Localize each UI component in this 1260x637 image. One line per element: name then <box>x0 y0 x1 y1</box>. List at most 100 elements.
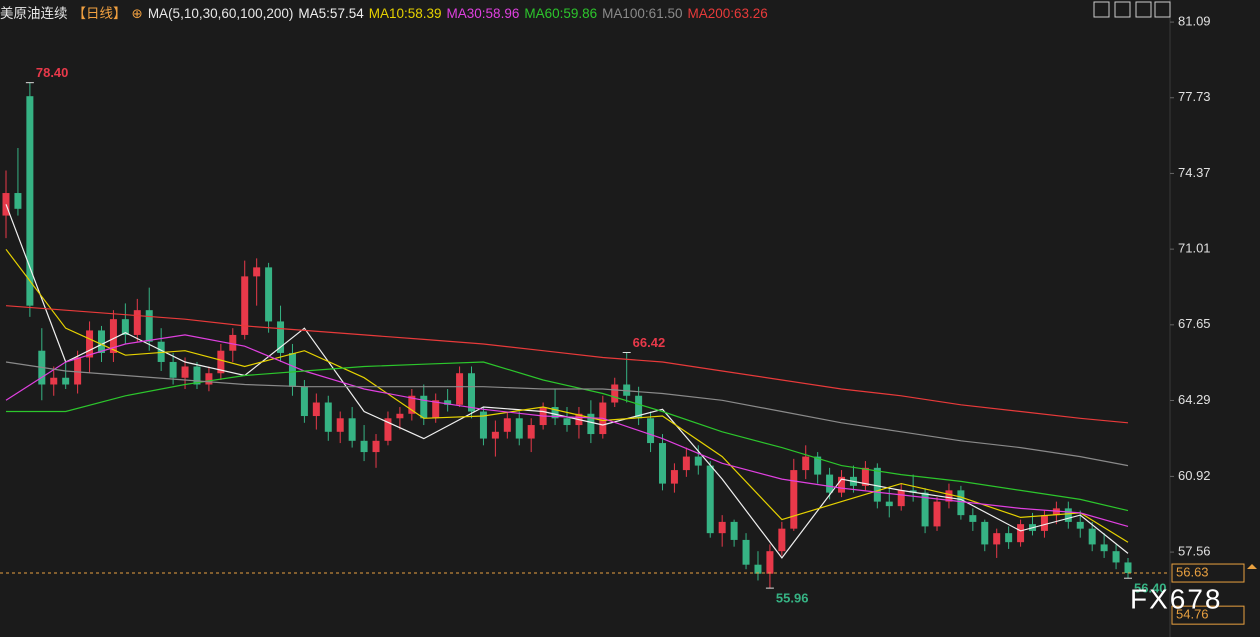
candle-body <box>133 310 141 335</box>
candle-body <box>933 501 941 527</box>
candle-body <box>766 551 774 574</box>
legend-entry: MA200:63.26 <box>687 6 768 21</box>
candle-body <box>1076 521 1084 529</box>
candle-body <box>718 521 726 534</box>
candle-body <box>945 490 953 502</box>
candle-body <box>97 330 105 353</box>
candle-body <box>121 319 129 335</box>
candle-body <box>217 350 225 374</box>
candle-body <box>229 334 237 351</box>
candle-body <box>814 456 822 475</box>
candle-body <box>921 492 929 527</box>
ma-line <box>6 361 1129 512</box>
tool-button[interactable] <box>1093 1 1110 18</box>
price-arrow <box>1247 564 1257 569</box>
legend-entry: MA100:61.50 <box>602 6 683 21</box>
legend-entry: MA30:58.96 <box>446 6 520 21</box>
legend: MA5:57.54 MA10:58.39 MA30:58.96 MA60:59.86 M… <box>298 6 772 21</box>
period[interactable]: 【日线】 <box>72 6 127 21</box>
ma-line <box>5 305 1129 424</box>
candle-body <box>730 521 738 540</box>
candle-body <box>838 476 846 493</box>
ma-line <box>5 248 1129 543</box>
candle-body <box>86 330 94 358</box>
candle-body <box>563 418 571 426</box>
price-tag-box <box>1171 605 1245 625</box>
candle-body <box>2 193 10 216</box>
candle-body <box>26 96 34 306</box>
candle-body <box>300 386 308 417</box>
y-tick-label: 64.29 <box>1178 392 1211 407</box>
candle-body <box>241 276 249 335</box>
candle-body <box>193 366 201 385</box>
tool-button[interactable] <box>1135 1 1152 18</box>
candle-body <box>503 418 511 432</box>
candle-body <box>288 352 296 387</box>
candle-body <box>479 411 487 439</box>
candle-body <box>181 366 189 378</box>
candle-body <box>14 193 22 209</box>
y-tick-label: 77.73 <box>1178 89 1211 104</box>
candle-body <box>754 564 762 574</box>
extreme-label: 78.40 <box>36 65 69 80</box>
tool-button[interactable] <box>1154 1 1171 18</box>
candle-body <box>969 515 977 522</box>
toolbar[interactable] <box>1093 1 1171 18</box>
candle-body <box>62 377 70 385</box>
candle-body <box>670 470 678 484</box>
candle-body <box>1124 562 1132 574</box>
candle-body <box>420 395 428 419</box>
candle-body <box>336 418 344 432</box>
candle-body <box>253 267 261 277</box>
candle-body <box>551 407 559 419</box>
price-tag: 54.76 <box>1176 607 1209 622</box>
candle-body <box>587 413 595 435</box>
candle-body <box>205 373 213 385</box>
legend-entry: MA60:59.86 <box>524 6 598 21</box>
candle-body <box>790 470 798 529</box>
candle-body <box>635 395 643 419</box>
extreme-label: 66.42 <box>633 335 666 350</box>
candle-body <box>109 319 117 353</box>
candle-body <box>873 467 881 502</box>
candle-body <box>647 418 655 444</box>
candle-body <box>277 321 285 353</box>
candle-body <box>1100 544 1108 552</box>
extreme-label: 56.40 <box>1134 581 1167 596</box>
ma-line <box>5 204 1129 559</box>
candle-body <box>706 465 714 534</box>
candle-body <box>456 373 464 405</box>
candle-body <box>802 456 810 471</box>
candle-body <box>897 490 905 507</box>
candle-body <box>384 418 392 441</box>
candle-body <box>169 361 177 378</box>
price-tag-box <box>1171 563 1245 583</box>
add-icon[interactable]: ⊕ <box>131 6 143 21</box>
candle-body <box>1088 528 1096 545</box>
header: 美原油连续 【日线】 ⊕ MA(5,10,30,60,100,200) MA5:57.5… <box>0 2 778 22</box>
candle-body <box>396 413 404 419</box>
candle-body <box>1064 508 1072 522</box>
candle-body <box>826 474 834 493</box>
candle-body <box>611 384 619 403</box>
y-tick-label: 71.01 <box>1178 241 1211 256</box>
ma-params: MA(5,10,30,60,100,200) <box>147 6 294 21</box>
candle-body <box>444 400 452 405</box>
candle-body <box>1112 551 1120 563</box>
candle-body <box>1052 508 1060 516</box>
candle-body <box>993 533 1001 545</box>
legend-entry: MA10:58.39 <box>368 6 442 21</box>
candle-body <box>658 443 666 484</box>
tool-button[interactable] <box>1114 1 1131 18</box>
y-tick-label: 74.37 <box>1178 165 1211 180</box>
extreme-label: 55.96 <box>776 591 809 606</box>
candle-body <box>50 377 58 385</box>
candle-body <box>1040 515 1048 531</box>
candle-body <box>1017 524 1025 543</box>
legend-entry: MA5:57.54 <box>298 6 364 21</box>
candle-body <box>468 373 476 412</box>
candle-body <box>491 431 499 439</box>
